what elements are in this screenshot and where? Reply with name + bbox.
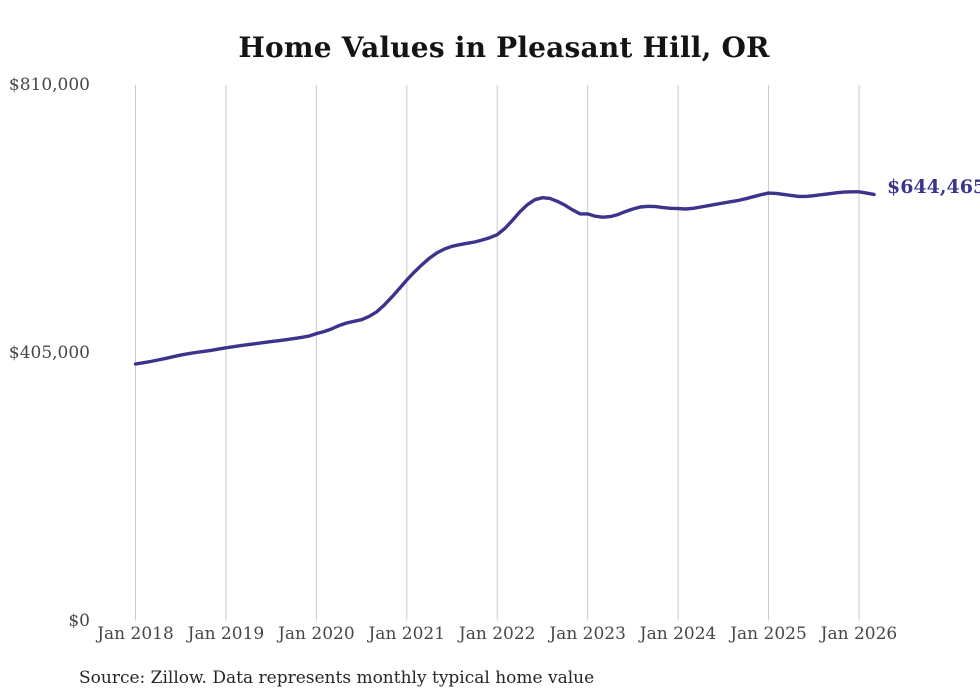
x-tick-label-5: Jan 2023: [549, 624, 626, 644]
chart-title: Home Values in Pleasant Hill, OR: [238, 31, 770, 64]
x-tick-label-0: Jan 2018: [97, 624, 174, 644]
y-tick-label-405000: $405,000: [8, 343, 90, 363]
x-tick-label-7: Jan 2025: [730, 624, 807, 644]
x-tick-label-1: Jan 2019: [187, 624, 265, 644]
current-value-label: $644,465: [887, 176, 980, 198]
x-tick-label-3: Jan 2021: [368, 624, 446, 644]
home-value-line: [133, 190, 876, 366]
y-tick-label-810000: $810,000: [8, 75, 90, 95]
x-tick-label-2: Jan 2020: [278, 624, 355, 644]
x-tick-label-6: Jan 2024: [639, 624, 717, 644]
x-tick-label-4: Jan 2022: [458, 624, 536, 644]
x-tick-label-8: Jan 2026: [820, 624, 898, 644]
source-note: Source: Zillow. Data represents monthly …: [79, 668, 595, 688]
y-tick-label-0: $0: [68, 611, 90, 631]
